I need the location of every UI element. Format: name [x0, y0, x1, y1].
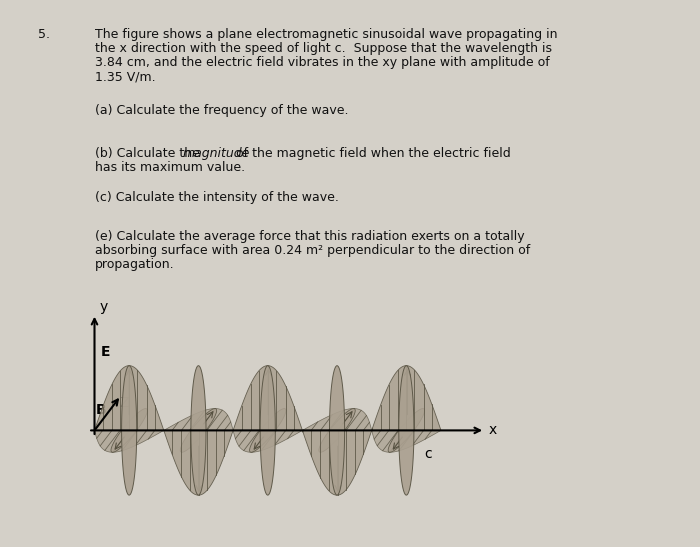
Polygon shape	[111, 409, 147, 452]
Polygon shape	[303, 428, 372, 495]
Text: (b) Calculate the: (b) Calculate the	[95, 147, 204, 160]
Text: (e) Calculate the average force that this radiation exerts on a totally: (e) Calculate the average force that thi…	[95, 230, 524, 243]
Text: B: B	[96, 403, 107, 417]
Polygon shape	[399, 365, 414, 495]
Text: magnitude: magnitude	[183, 147, 251, 160]
Polygon shape	[303, 409, 372, 432]
Polygon shape	[389, 409, 424, 452]
Text: x: x	[489, 423, 496, 438]
Text: c: c	[425, 446, 432, 461]
Polygon shape	[372, 430, 441, 452]
Text: has its maximum value.: has its maximum value.	[95, 161, 245, 174]
Polygon shape	[164, 429, 234, 495]
Text: the x direction with the speed of light c.  Suppose that the wavelength is: the x direction with the speed of light …	[95, 42, 552, 55]
Polygon shape	[319, 409, 355, 452]
Polygon shape	[122, 365, 136, 495]
Polygon shape	[181, 409, 216, 452]
Polygon shape	[250, 409, 286, 452]
Text: y: y	[99, 300, 108, 315]
Text: (c) Calculate the intensity of the wave.: (c) Calculate the intensity of the wave.	[95, 191, 339, 204]
Text: The figure shows a plane electromagnetic sinusoidal wave propagating in: The figure shows a plane electromagnetic…	[95, 28, 557, 41]
Text: 3.84 cm, and the electric field vibrates in the xy plane with amplitude of: 3.84 cm, and the electric field vibrates…	[95, 56, 550, 69]
Polygon shape	[372, 365, 441, 430]
Polygon shape	[191, 366, 206, 495]
Text: 5.: 5.	[38, 28, 50, 41]
Polygon shape	[94, 430, 164, 452]
Polygon shape	[234, 365, 303, 433]
Text: Z: Z	[120, 395, 129, 410]
Text: absorbing surface with area 0.24 m² perpendicular to the direction of: absorbing surface with area 0.24 m² perp…	[95, 244, 531, 257]
Text: of the magnetic field when the electric field: of the magnetic field when the electric …	[232, 147, 511, 160]
Text: propagation.: propagation.	[95, 258, 174, 271]
Polygon shape	[94, 365, 164, 431]
Polygon shape	[164, 409, 234, 431]
Text: (a) Calculate the frequency of the wave.: (a) Calculate the frequency of the wave.	[95, 104, 349, 117]
Text: E: E	[101, 345, 111, 359]
Text: 1.35 V/m.: 1.35 V/m.	[95, 70, 155, 83]
Polygon shape	[330, 366, 344, 495]
Polygon shape	[233, 430, 304, 452]
Polygon shape	[260, 365, 275, 495]
